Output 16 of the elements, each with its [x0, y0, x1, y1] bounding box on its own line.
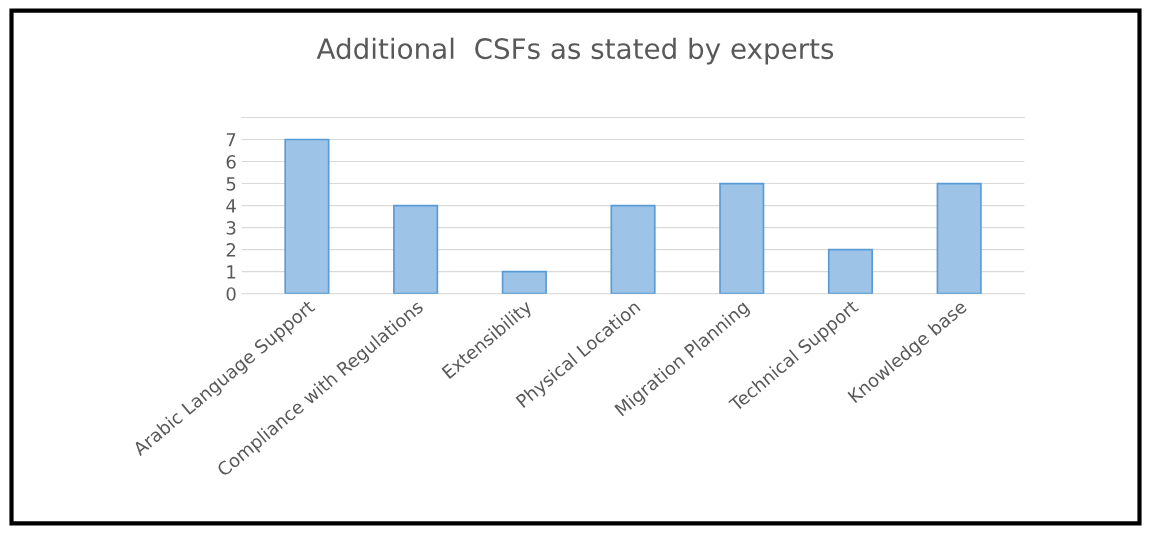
y-tick-label: 5 [226, 177, 236, 191]
y-tick-label: 6 [226, 154, 236, 169]
bar [284, 138, 330, 294]
bar [501, 270, 547, 294]
y-tick-label: 4 [226, 199, 236, 213]
bar [610, 204, 656, 294]
y-tick-label: 2 [226, 243, 236, 257]
y-tick-label: 7 [226, 133, 236, 147]
y-tick-label: 1 [227, 265, 236, 279]
y-tick-label: 3 [226, 221, 236, 235]
bar [827, 248, 874, 294]
bar [936, 182, 982, 294]
y-tick-label: 0 [226, 287, 236, 301]
bar [719, 182, 765, 294]
bar [393, 204, 439, 294]
chart-title: Additional CSFs as stated by experts [316, 37, 834, 65]
